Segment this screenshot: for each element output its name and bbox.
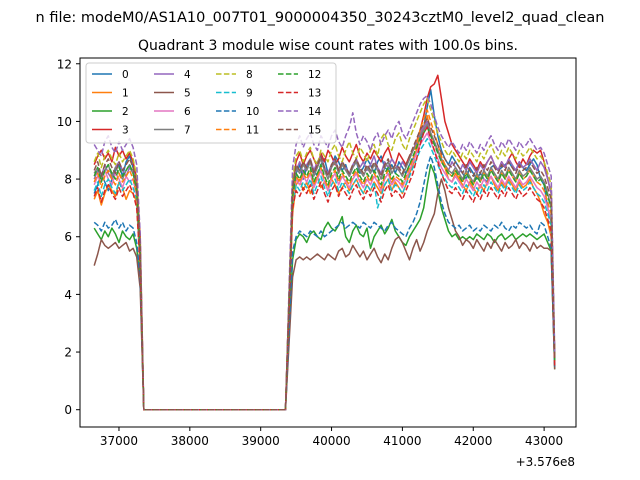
legend-label-3: 3	[122, 125, 129, 137]
y-tick-label: 6	[64, 230, 72, 244]
legend-label-6: 6	[184, 106, 191, 118]
x-tick-label: 42000	[454, 434, 492, 448]
x-tick-label: 38000	[171, 434, 209, 448]
y-tick-label: 0	[64, 403, 72, 417]
legend-label-5: 5	[184, 88, 191, 100]
chart-suptitle: n file: modeM0/AS1A10_007T01_9000004350_…	[36, 10, 605, 26]
chart-title: Quadrant 3 module wise count rates with …	[138, 38, 518, 54]
y-tick-label: 4	[64, 288, 72, 302]
series-line-15	[93, 117, 556, 411]
legend-label-0: 0	[122, 69, 129, 81]
x-offset-label: +3.576e8	[516, 455, 575, 469]
y-tick-label: 2	[64, 346, 72, 360]
legend-label-10: 10	[246, 106, 259, 118]
legend-label-14: 14	[308, 106, 322, 118]
legend-label-7: 7	[184, 125, 191, 137]
y-axis: 0 2 4 6 8 10 12	[57, 57, 80, 417]
x-tick-label: 43000	[525, 434, 563, 448]
x-axis: 37000 38000 39000 40000 41000 42000 43000	[100, 427, 563, 448]
legend-label-11: 11	[246, 125, 259, 137]
legend-label-2: 2	[122, 106, 129, 118]
legend-label-8: 8	[246, 69, 253, 81]
legend-label-13: 13	[308, 88, 321, 100]
legend-label-12: 12	[308, 69, 321, 81]
series-line-12	[93, 126, 556, 411]
legend-label-1: 1	[122, 88, 129, 100]
legend-frame	[85, 62, 337, 144]
x-tick-label: 39000	[242, 434, 280, 448]
y-tick-label: 8	[64, 173, 72, 187]
series-lines	[93, 74, 556, 411]
y-tick-label: 12	[57, 57, 72, 71]
legend-label-4: 4	[184, 69, 191, 81]
y-tick-label: 10	[57, 115, 72, 129]
legend-label-9: 9	[246, 88, 253, 100]
legend-label-15: 15	[308, 125, 321, 137]
x-tick-label: 37000	[100, 434, 138, 448]
x-tick-label: 41000	[383, 434, 421, 448]
series-line-9	[93, 137, 556, 411]
x-tick-label: 40000	[312, 434, 350, 448]
